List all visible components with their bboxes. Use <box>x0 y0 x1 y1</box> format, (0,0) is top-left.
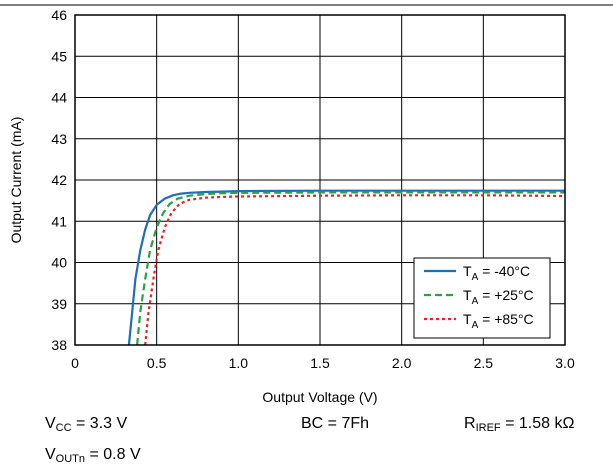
y-tick-labels: 38 39 40 41 42 43 44 45 46 <box>51 7 67 353</box>
x-tick-label: 2.5 <box>474 355 494 371</box>
plot-frame <box>74 14 566 346</box>
x-tick-label: 1.0 <box>229 355 249 371</box>
legend-label-1: TA = -40°C <box>463 263 530 283</box>
x-tick-label: 0.5 <box>147 355 167 371</box>
y-tick-label: 45 <box>51 48 67 64</box>
y-tick-label: 43 <box>51 131 67 147</box>
grid <box>75 15 565 345</box>
series-line-1 <box>127 189 565 346</box>
y-axis-title: Output Current (mA) <box>8 117 24 244</box>
vcc-value: = 3.3 V <box>71 415 128 432</box>
riref-symbol: R <box>464 415 476 432</box>
vout-condition: VOUTn = 0.8 V <box>45 446 141 465</box>
legend-label-3: TA = +85°C <box>463 311 534 331</box>
x-tick-labels: 0 0.5 1.0 1.5 2.0 2.5 3.0 <box>71 355 575 371</box>
y-tick-label: 38 <box>51 337 67 353</box>
x-axis-title: Output Voltage (V) <box>262 389 377 405</box>
x-tick-label: 1.5 <box>310 355 330 371</box>
vcc-condition: VCC = 3.3 V <box>45 415 127 434</box>
y-tick-label: 39 <box>51 296 67 312</box>
y-tick-label: 44 <box>51 90 67 106</box>
y-tick-label: 42 <box>51 172 67 188</box>
riref-condition: RIREF = 1.58 kΩ <box>464 415 574 434</box>
riref-subscript: IREF <box>475 422 501 434</box>
legend-label-2: TA = +25°C <box>463 287 534 307</box>
vout-symbol: V <box>45 446 56 463</box>
vout-value: = 0.8 V <box>85 446 141 463</box>
bc-condition: BC = 7Fh <box>301 415 370 432</box>
series-group <box>127 189 566 346</box>
vcc-subscript: CC <box>55 422 72 434</box>
series-line-2 <box>136 191 565 346</box>
x-tick-label: 2.0 <box>392 355 412 371</box>
vcc-symbol: V <box>45 415 56 432</box>
x-tick-label: 3.0 <box>555 355 575 371</box>
riref-value: = 1.58 kΩ <box>500 415 575 432</box>
x-tick-label: 0 <box>71 355 79 371</box>
y-tick-label: 40 <box>51 255 67 271</box>
legend: TA = -40°C TA = +25°C TA = +85°C <box>413 257 551 339</box>
y-tick-label: 41 <box>51 213 67 229</box>
y-tick-label: 46 <box>51 7 67 23</box>
vout-subscript: OUTn <box>55 453 86 465</box>
